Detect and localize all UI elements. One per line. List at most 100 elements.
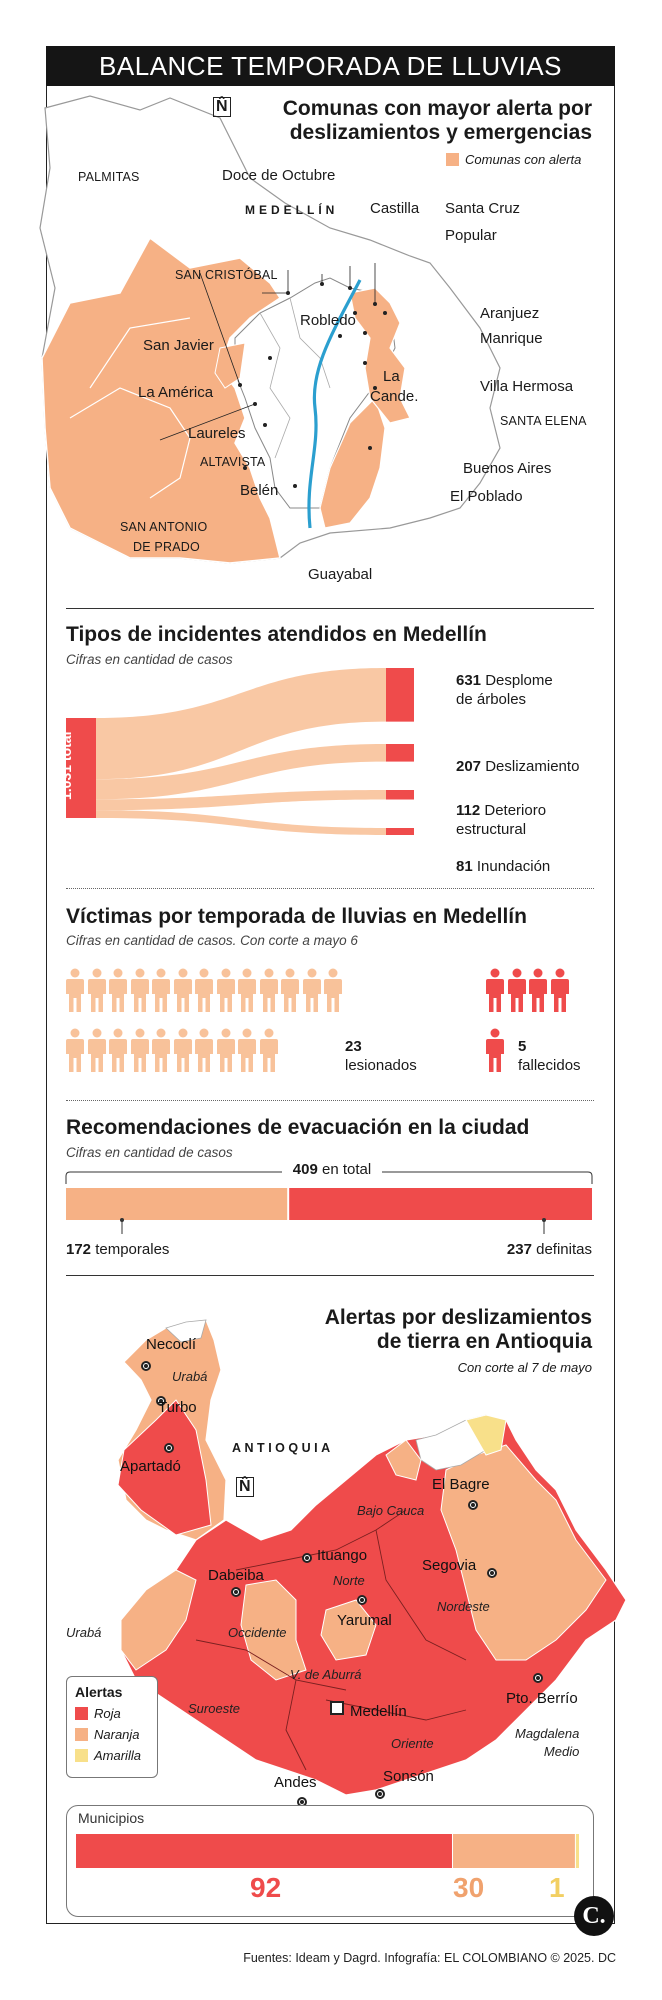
evacuation-def-value: 237 xyxy=(506,1241,532,1258)
label-antioquia: ANTIOQUIA xyxy=(232,1441,334,1455)
city-apartado: Apartadó xyxy=(120,1458,181,1475)
pin-yarumal-icon xyxy=(357,1595,367,1605)
municipios-bar-chart xyxy=(76,1834,579,1868)
municipios-bar-naranja xyxy=(452,1834,575,1868)
label-popular: Popular xyxy=(445,227,497,244)
incidents-title: Tipos de incidentes atendidos en Medellí… xyxy=(66,623,487,646)
injured-person-icon xyxy=(195,1028,213,1077)
legend-swatch-amarilla xyxy=(75,1749,88,1762)
evacuation-subtitle: Cifras en cantidad de casos xyxy=(66,1145,233,1160)
label-guayabal: Guayabal xyxy=(308,566,373,583)
label-san-antonio-2: DE PRADO xyxy=(133,540,200,554)
injured-person-icon xyxy=(238,968,256,1017)
municipios-label: Municipios xyxy=(78,1810,145,1826)
label-manrique: Manrique xyxy=(480,330,543,347)
legend-label-naranja: Naranja xyxy=(94,1727,140,1742)
injured-value: 23 xyxy=(345,1038,362,1055)
label-la-candelaria-1: La xyxy=(383,368,400,385)
label-aranjuez: Aranjuez xyxy=(480,305,540,322)
injured-person-icon xyxy=(173,968,192,1017)
sankey-total-label: 1.031 total xyxy=(58,731,74,800)
section-divider-2 xyxy=(66,888,594,889)
injured-person-icon xyxy=(259,1028,278,1077)
label-san-cristobal: SAN CRISTÓBAL xyxy=(175,268,278,282)
incident-item-3: 81 Inundación xyxy=(456,858,550,875)
label-laureles: Laureles xyxy=(188,425,246,442)
legend-label-roja: Roja xyxy=(94,1706,121,1721)
incident-label-0b: de árboles xyxy=(456,691,527,708)
map1-legend: Comunas con alerta xyxy=(446,152,581,167)
region-occidente: Occidente xyxy=(228,1625,287,1640)
sankey-end-bar-1 xyxy=(386,744,414,762)
municipios-value-naranja: 30 xyxy=(453,1872,485,1903)
injured-caption: 23 lesionados xyxy=(345,1037,417,1075)
map1-title-line2: deslizamientos y emergencias xyxy=(289,121,592,144)
injured-person-icon xyxy=(66,968,84,1017)
incident-item-0: 631 Desplome de árboles xyxy=(456,671,553,709)
injured-label: lesionados xyxy=(345,1057,417,1074)
evacuation-total: 409 en total xyxy=(282,1161,382,1178)
injured-person-icon xyxy=(281,968,299,1017)
map1-title: Comunas con mayor alerta por deslizamien… xyxy=(283,97,592,145)
injured-person-icon xyxy=(109,1028,127,1077)
dead-caption: 5 fallecidos xyxy=(518,1037,581,1075)
legend-label-amarilla: Amarilla xyxy=(94,1748,141,1763)
west-rural-alert xyxy=(41,236,282,564)
city-ituango: Ituango xyxy=(317,1547,368,1564)
pin-segovia-icon xyxy=(487,1568,497,1578)
map2-title-line1: Alertas por deslizamientos xyxy=(324,1306,592,1329)
injured-person-icon xyxy=(302,968,321,1017)
label-medellin-city: MEDELLÍN xyxy=(245,203,339,217)
sankey-end-bar-2 xyxy=(386,790,414,800)
incident-value-3: 81 xyxy=(456,858,473,875)
north-arrow-icon-2: N̂ xyxy=(236,1477,254,1497)
region-oriente: Oriente xyxy=(391,1736,434,1751)
north-arrow-icon: N̂ xyxy=(213,97,231,117)
evacuation-temp-caption: 172 temporales xyxy=(66,1241,169,1258)
label-castilla: Castilla xyxy=(370,200,420,217)
el-colombiano-logo: C. xyxy=(574,1896,614,1936)
evacuation-bar-definitas xyxy=(289,1188,592,1220)
section-divider-1 xyxy=(66,608,594,609)
injured-person-icon xyxy=(152,1028,170,1077)
incident-label-2b: estructural xyxy=(456,821,527,838)
injured-person-icon xyxy=(66,1028,84,1077)
municipios-bar-roja xyxy=(76,1834,452,1868)
label-robledo: Robledo xyxy=(300,312,356,329)
map2-title-line2: de tierra en Antioquia xyxy=(376,1330,592,1353)
legend-item-naranja: Naranja xyxy=(75,1724,149,1745)
pin-sonson-icon xyxy=(375,1789,385,1799)
evacuation-bar-temporales xyxy=(66,1188,288,1220)
municipios-value-roja: 92 xyxy=(250,1872,282,1903)
evacuation-total-label: en total xyxy=(321,1161,372,1178)
injured-person-icon xyxy=(130,968,149,1017)
city-sonson: Sonsón xyxy=(383,1768,434,1785)
evacuation-total-value: 409 xyxy=(292,1161,318,1178)
municipios-value-amarilla: 1 xyxy=(549,1872,565,1903)
pin-apartado-icon xyxy=(164,1443,174,1453)
label-belen: Belén xyxy=(240,482,279,499)
injured-person-icon xyxy=(87,1028,106,1077)
infographic-frame xyxy=(46,46,615,1924)
legend-item-roja: Roja xyxy=(75,1703,149,1724)
sankey-flow-1 xyxy=(96,744,386,800)
injured-person-icon xyxy=(238,1028,256,1077)
sankey-total-bar xyxy=(66,718,96,818)
injured-person-icon xyxy=(216,1028,235,1077)
city-necocli: Necoclí xyxy=(146,1336,197,1353)
region-uraba-top: Urabá xyxy=(172,1369,208,1384)
incident-value-1: 207 xyxy=(456,758,482,775)
incidents-sankey xyxy=(66,668,414,835)
east-comunas-alert xyxy=(349,287,411,424)
city-segovia: Segovia xyxy=(422,1557,477,1574)
label-la-america: La América xyxy=(138,384,214,401)
map2-title: Alertas por deslizamientos de tierra en … xyxy=(325,1306,592,1354)
legend-swatch-roja xyxy=(75,1707,88,1720)
label-el-poblado: El Poblado xyxy=(450,488,523,505)
region-magdalena-2: Medio xyxy=(543,1744,580,1759)
incident-label-1a: Deslizamiento xyxy=(485,758,580,775)
legend-item-amarilla: Amarilla xyxy=(75,1745,149,1766)
pin-necocli-icon xyxy=(141,1361,151,1371)
footer-credits: Fuentes: Ideam y Dagrd. Infografía: EL C… xyxy=(243,1951,616,1965)
